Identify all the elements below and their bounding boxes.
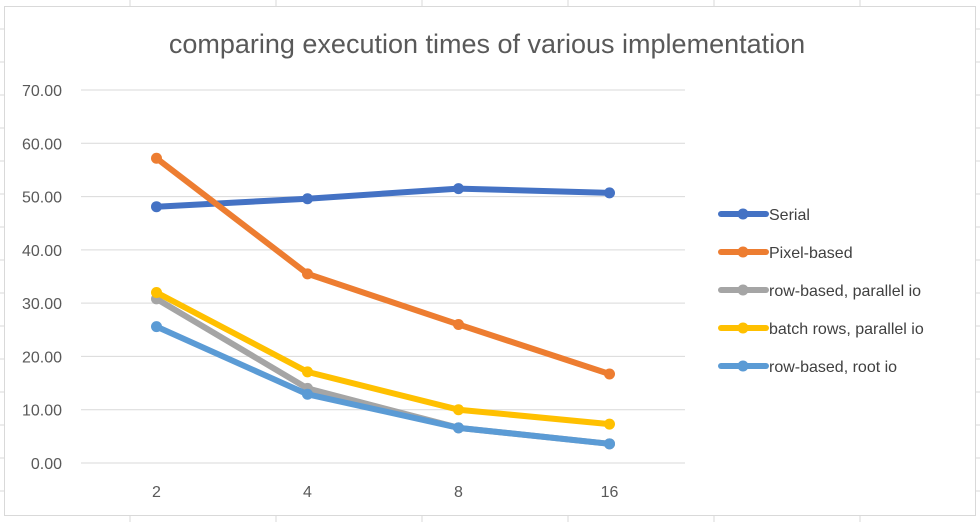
x-tick-label: 16 <box>601 484 619 501</box>
y-tick-label: 30.00 <box>22 296 62 313</box>
legend-marker <box>737 208 749 220</box>
series-line <box>153 289 613 428</box>
chart-frame <box>4 6 976 516</box>
y-tick-label: 60.00 <box>22 136 62 153</box>
data-point <box>302 268 313 280</box>
series-batch-rows-parallel-io <box>151 286 615 430</box>
x-tick-label: 2 <box>152 484 161 501</box>
legend-marker <box>737 360 749 372</box>
legend-label: Pixel-based <box>769 245 853 262</box>
data-point <box>453 318 464 330</box>
legend-marker <box>737 284 749 296</box>
x-axis-tick-labels: 2 4 8 16 <box>152 484 618 501</box>
series-row-based-root-io <box>151 321 615 450</box>
y-tick-label: 40.00 <box>22 243 62 260</box>
legend: Serial Pixel-based row-based, parallel io b… <box>718 207 924 376</box>
data-point <box>453 183 464 195</box>
chart-title: comparing execution times of various imp… <box>169 29 805 59</box>
series-line <box>153 295 613 447</box>
data-point <box>302 366 313 378</box>
legend-item: Pixel-based <box>718 245 853 262</box>
data-point <box>604 187 615 199</box>
x-tick-label: 8 <box>454 484 463 501</box>
y-tick-label: 50.00 <box>22 190 62 207</box>
data-point <box>151 201 162 213</box>
series-line <box>153 323 613 447</box>
legend-item: Serial <box>718 207 810 224</box>
series-pixel-based <box>151 152 615 380</box>
data-point <box>302 193 313 205</box>
data-point <box>151 321 162 333</box>
legend-label: batch rows, parallel io <box>769 321 924 338</box>
legend-item: row-based, root io <box>718 359 897 376</box>
y-tick-label: 10.00 <box>22 403 62 420</box>
y-tick-label: 20.00 <box>22 349 62 366</box>
data-point <box>302 388 313 400</box>
legend-label: Serial <box>769 207 810 224</box>
data-point <box>453 422 464 434</box>
data-point <box>604 438 615 450</box>
data-point <box>151 286 162 298</box>
legend-label: row-based, root io <box>769 359 897 376</box>
y-tick-label: 0.00 <box>31 456 62 473</box>
data-point <box>604 418 615 430</box>
legend-marker <box>737 246 749 258</box>
series-lines <box>151 152 615 450</box>
data-point <box>453 404 464 416</box>
series-line <box>153 155 613 378</box>
y-tick-label: 70.00 <box>22 83 62 100</box>
data-point <box>151 152 162 164</box>
data-point <box>604 368 615 380</box>
series-line <box>153 185 613 210</box>
legend-item: batch rows, parallel io <box>718 321 924 338</box>
legend-label: row-based, parallel io <box>769 283 921 300</box>
legend-item: row-based, parallel io <box>718 283 921 300</box>
x-tick-label: 4 <box>303 484 312 501</box>
series-serial <box>151 183 615 213</box>
series-row-based-parallel-io <box>151 293 615 450</box>
y-axis-tick-labels: 0.00 10.00 20.00 30.00 40.00 50.00 60.00 70.00 <box>22 83 62 473</box>
legend-marker <box>737 322 749 334</box>
